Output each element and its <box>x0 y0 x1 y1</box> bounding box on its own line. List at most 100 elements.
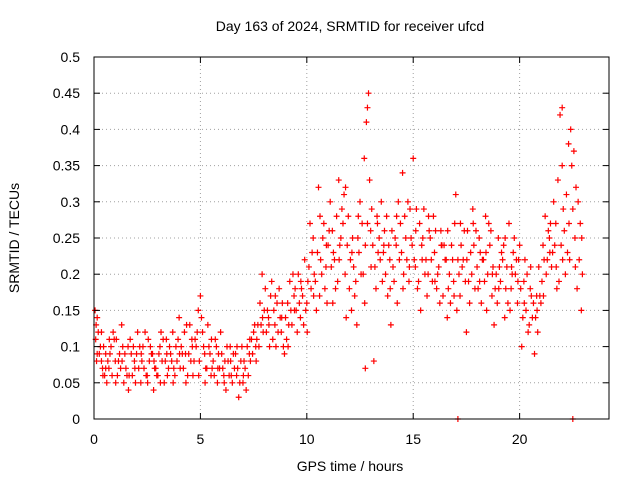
data-point <box>278 314 285 321</box>
data-point <box>310 235 317 241</box>
data-point <box>382 271 389 278</box>
data-point <box>527 263 534 270</box>
data-point <box>286 278 293 285</box>
data-point <box>275 329 282 336</box>
data-point <box>406 263 413 270</box>
data-point <box>377 256 384 263</box>
data-point <box>454 256 461 263</box>
data-point <box>452 191 459 198</box>
data-point <box>380 242 387 249</box>
data-point <box>195 307 202 314</box>
data-point <box>355 213 362 220</box>
data-point <box>438 242 445 249</box>
data-point <box>206 350 213 357</box>
data-point <box>200 343 207 350</box>
data-point <box>110 329 117 336</box>
y-axis-label: SRMTID / TECUs <box>6 183 22 293</box>
data-point <box>425 213 432 220</box>
data-point <box>400 271 407 278</box>
data-point <box>211 372 218 379</box>
x-tick-label: 5 <box>197 431 205 447</box>
data-point <box>362 242 369 249</box>
data-point <box>342 271 349 278</box>
data-point <box>351 292 358 299</box>
data-point <box>338 206 345 213</box>
data-point <box>476 278 483 285</box>
data-point <box>348 249 355 256</box>
data-point <box>297 314 304 321</box>
data-point <box>357 198 364 205</box>
data-point <box>272 343 279 350</box>
data-point <box>138 350 145 357</box>
data-point <box>214 379 221 386</box>
data-point <box>141 365 148 372</box>
data-point <box>501 314 508 321</box>
data-point <box>559 256 566 263</box>
data-point <box>568 162 575 169</box>
data-point <box>198 314 205 321</box>
data-point <box>353 321 360 328</box>
data-point <box>202 379 209 386</box>
data-point <box>420 206 427 213</box>
data-point <box>117 365 124 372</box>
data-point <box>368 206 375 213</box>
data-point <box>374 213 381 220</box>
data-point <box>563 191 570 198</box>
data-point <box>106 350 113 357</box>
data-point <box>487 227 494 234</box>
data-point <box>488 292 495 299</box>
data-point <box>202 365 209 372</box>
data-point <box>391 278 398 285</box>
data-point <box>517 285 524 292</box>
data-point <box>557 111 564 118</box>
data-point <box>162 358 169 365</box>
data-point <box>381 227 388 234</box>
x-tick-label: 0 <box>90 431 98 447</box>
x-tick-label: 10 <box>299 431 315 447</box>
data-point <box>341 191 348 198</box>
data-point <box>318 271 325 278</box>
data-point <box>375 249 382 256</box>
data-point <box>227 358 234 365</box>
data-point <box>560 206 567 213</box>
data-point <box>184 372 191 379</box>
data-point <box>352 278 359 285</box>
data-point <box>518 343 525 350</box>
data-point <box>540 242 547 249</box>
data-point <box>573 184 580 191</box>
data-point <box>317 213 324 220</box>
data-point <box>366 177 373 184</box>
data-point <box>467 249 474 256</box>
data-point <box>546 249 553 256</box>
data-point <box>424 292 431 299</box>
data-point <box>516 242 523 249</box>
data-point <box>455 271 462 278</box>
data-point <box>500 242 507 249</box>
data-point <box>195 372 202 379</box>
data-point <box>108 343 115 350</box>
data-point <box>147 343 154 350</box>
data-point <box>335 177 342 184</box>
data-point <box>400 285 406 292</box>
data-point <box>285 321 292 328</box>
data-point <box>299 292 306 299</box>
data-point <box>116 350 123 357</box>
data-point <box>151 365 158 372</box>
data-point <box>136 343 143 350</box>
data-point <box>415 278 422 285</box>
data-point <box>156 343 163 350</box>
data-point <box>448 242 455 249</box>
data-point <box>408 235 415 241</box>
x-axis-label: GPS time / hours <box>297 458 404 474</box>
data-point <box>553 285 560 292</box>
data-point <box>463 256 470 263</box>
data-point <box>572 263 579 270</box>
data-point <box>164 372 171 379</box>
data-point <box>176 314 183 321</box>
data-point <box>453 307 460 314</box>
data-point <box>329 300 336 307</box>
data-point <box>491 321 498 328</box>
data-point <box>553 263 560 270</box>
data-point <box>192 336 199 343</box>
